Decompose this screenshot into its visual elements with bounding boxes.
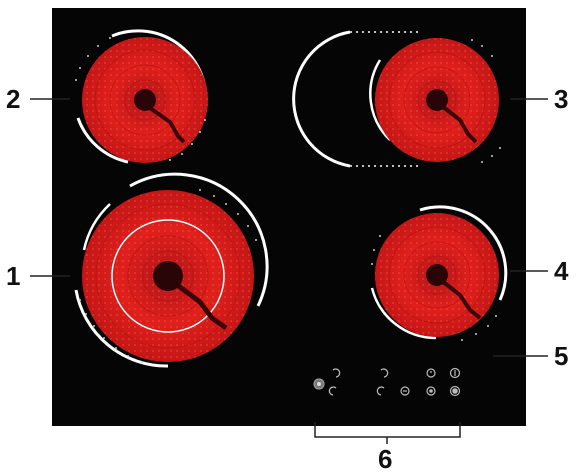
callout-6: 6 bbox=[378, 444, 393, 474]
minus-icon[interactable] bbox=[400, 386, 410, 396]
zone-4-rim-lower bbox=[370, 287, 437, 340]
zone-3-extension-rim bbox=[292, 30, 351, 168]
zone-1-hub bbox=[153, 261, 183, 291]
plus-timer-icon[interactable] bbox=[328, 386, 337, 396]
zone-1-rim bbox=[129, 172, 269, 307]
leader-lines bbox=[30, 98, 548, 444]
minus-timer-icon[interactable] bbox=[332, 368, 341, 378]
zone-1-inner-ring bbox=[111, 219, 225, 333]
timer-icon[interactable] bbox=[426, 368, 436, 378]
plus-icon[interactable] bbox=[426, 386, 436, 396]
zone-4-rim bbox=[419, 205, 508, 301]
zone-select-icon[interactable] bbox=[380, 368, 389, 378]
zone-select-2-icon[interactable] bbox=[376, 386, 385, 396]
callout-4: 4 bbox=[554, 256, 569, 286]
power-icon[interactable] bbox=[313, 378, 325, 390]
zone-2-rim-lower bbox=[76, 117, 129, 164]
zone-2-hub bbox=[134, 89, 156, 111]
zone-1-rim-lower bbox=[74, 289, 169, 368]
lock-icon[interactable] bbox=[449, 367, 461, 379]
zone-3-hub bbox=[426, 89, 448, 111]
control-panel bbox=[313, 367, 461, 397]
dotted-rims bbox=[75, 37, 501, 363]
callout-2: 2 bbox=[6, 84, 21, 114]
cooking-zone-3 bbox=[292, 30, 499, 168]
zone-4-hub bbox=[426, 264, 448, 286]
cooking-zone-1 bbox=[74, 172, 269, 368]
dual-zone-icon[interactable] bbox=[449, 385, 461, 397]
callout-3: 3 bbox=[554, 84, 569, 114]
callout-1: 1 bbox=[6, 261, 21, 291]
cooking-zone-4 bbox=[370, 205, 508, 340]
cooking-zone-2 bbox=[76, 29, 208, 164]
callout-5: 5 bbox=[554, 341, 569, 371]
